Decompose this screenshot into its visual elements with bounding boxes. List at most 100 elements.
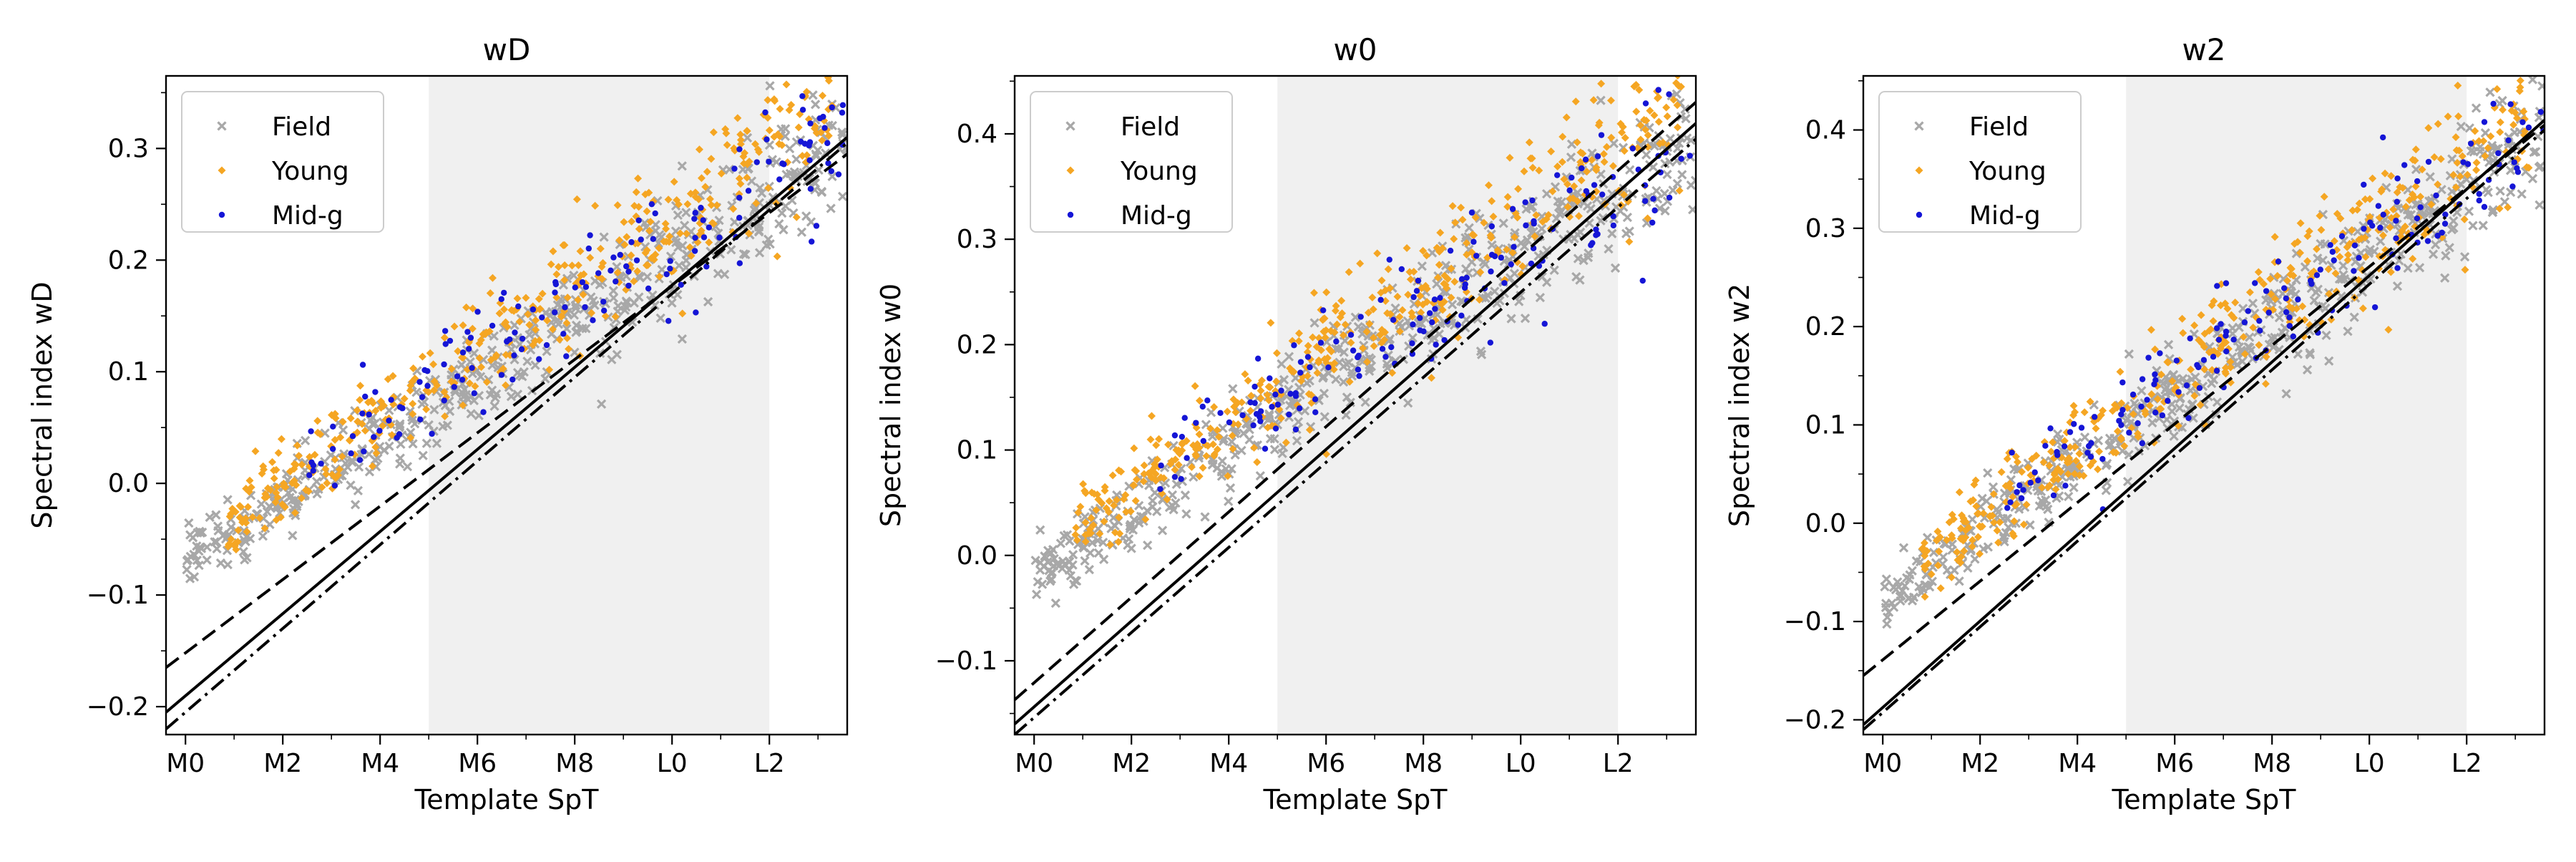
point-mid-g — [2031, 469, 2038, 475]
point-young — [1076, 503, 1085, 511]
point-young — [2266, 274, 2275, 283]
point-young — [2200, 329, 2209, 338]
point-field — [1277, 448, 1287, 458]
point-young — [2389, 205, 2398, 214]
point-field — [395, 421, 405, 431]
point-young — [1423, 251, 1431, 260]
point-young — [2045, 461, 2054, 470]
point-young — [2190, 321, 2199, 329]
point-mid-g — [518, 346, 525, 353]
point-field — [1123, 540, 1133, 551]
point-mid-g — [1312, 409, 1319, 416]
point-young — [1620, 147, 1629, 155]
point-young — [2336, 214, 2345, 223]
point-young — [686, 243, 694, 251]
point-young — [1532, 211, 1541, 220]
point-young — [2075, 462, 2084, 470]
point-young — [322, 470, 331, 478]
point-young — [522, 294, 530, 302]
point-mid-g — [2379, 134, 2386, 141]
point-young — [2288, 304, 2297, 313]
point-young — [2071, 442, 2079, 451]
point-young — [691, 188, 700, 197]
point-young — [665, 232, 674, 241]
point-young — [2368, 174, 2377, 183]
point-young — [1192, 452, 1201, 460]
point-young — [1155, 435, 1163, 443]
y-axis-label: Spectral index w0 — [875, 284, 907, 527]
point-field — [2245, 342, 2255, 353]
point-field — [2281, 389, 2291, 399]
legend-marker-mid-g — [1916, 211, 1923, 218]
point-young — [765, 126, 774, 135]
point-young — [1072, 523, 1080, 532]
point-field — [463, 394, 474, 405]
x-axis-label: Template SpT — [1263, 784, 1448, 815]
point-mid-g — [2308, 281, 2315, 287]
point-mid-g — [560, 331, 567, 337]
point-young — [2075, 450, 2084, 458]
point-young — [1435, 261, 1443, 269]
point-field — [1954, 576, 1964, 586]
point-field — [475, 372, 486, 382]
point-mid-g — [706, 224, 713, 231]
x-tick-label: M2 — [263, 749, 302, 778]
point-young — [2168, 377, 2177, 385]
point-mid-g — [2481, 203, 2488, 210]
point-young — [1563, 180, 1572, 188]
point-young — [615, 236, 624, 245]
point-young — [384, 375, 392, 384]
chart-title: w0 — [1333, 32, 1377, 67]
point-mid-g — [2257, 327, 2263, 334]
point-mid-g — [429, 430, 435, 437]
point-young — [290, 460, 298, 468]
point-mid-g — [2394, 198, 2401, 205]
point-young — [549, 247, 557, 256]
point-young — [468, 324, 477, 333]
point-young — [1087, 514, 1096, 523]
point-field — [506, 392, 517, 402]
point-field — [681, 256, 691, 266]
point-mid-g — [635, 217, 642, 223]
point-field — [406, 427, 416, 437]
point-young — [1514, 185, 1523, 193]
point-mid-g — [2116, 417, 2122, 424]
legend-frame — [181, 91, 384, 233]
point-young — [1140, 470, 1148, 478]
point-field — [2212, 397, 2223, 407]
point-young — [587, 309, 596, 317]
point-young — [273, 483, 281, 491]
point-young — [2519, 107, 2528, 116]
point-mid-g — [2394, 175, 2401, 182]
point-young — [705, 238, 713, 247]
point-young — [1574, 212, 1583, 221]
point-mid-g — [474, 309, 481, 315]
point-young — [1257, 387, 1265, 395]
point-field — [301, 435, 311, 446]
point-young — [1187, 463, 1196, 471]
point-field — [467, 369, 477, 379]
point-young — [1674, 123, 1682, 132]
point-young — [645, 226, 654, 235]
point-field — [2336, 274, 2346, 284]
point-mid-g — [2085, 442, 2092, 450]
point-young — [1365, 319, 1374, 328]
point-field — [461, 389, 471, 399]
point-field — [2248, 299, 2258, 309]
point-young — [773, 252, 781, 261]
point-young — [270, 474, 278, 483]
panel-wD: M0 M2 M4 M6 M8 L0 L2−0.2−0.10.00.10.20.3wDTemp… — [26, 32, 849, 815]
point-field — [765, 81, 775, 91]
point-young — [1959, 517, 1968, 526]
point-mid-g — [2230, 336, 2237, 343]
point-mid-g — [1199, 403, 1206, 410]
point-field — [1180, 490, 1191, 500]
point-field — [2529, 147, 2539, 158]
axes-frame — [165, 74, 849, 736]
point-mid-g — [2047, 425, 2054, 432]
point-mid-g — [2283, 309, 2290, 316]
x-tick-label: L2 — [754, 749, 785, 778]
point-mid-g — [2476, 190, 2482, 198]
point-field — [1080, 556, 1090, 566]
point-field — [211, 537, 222, 547]
